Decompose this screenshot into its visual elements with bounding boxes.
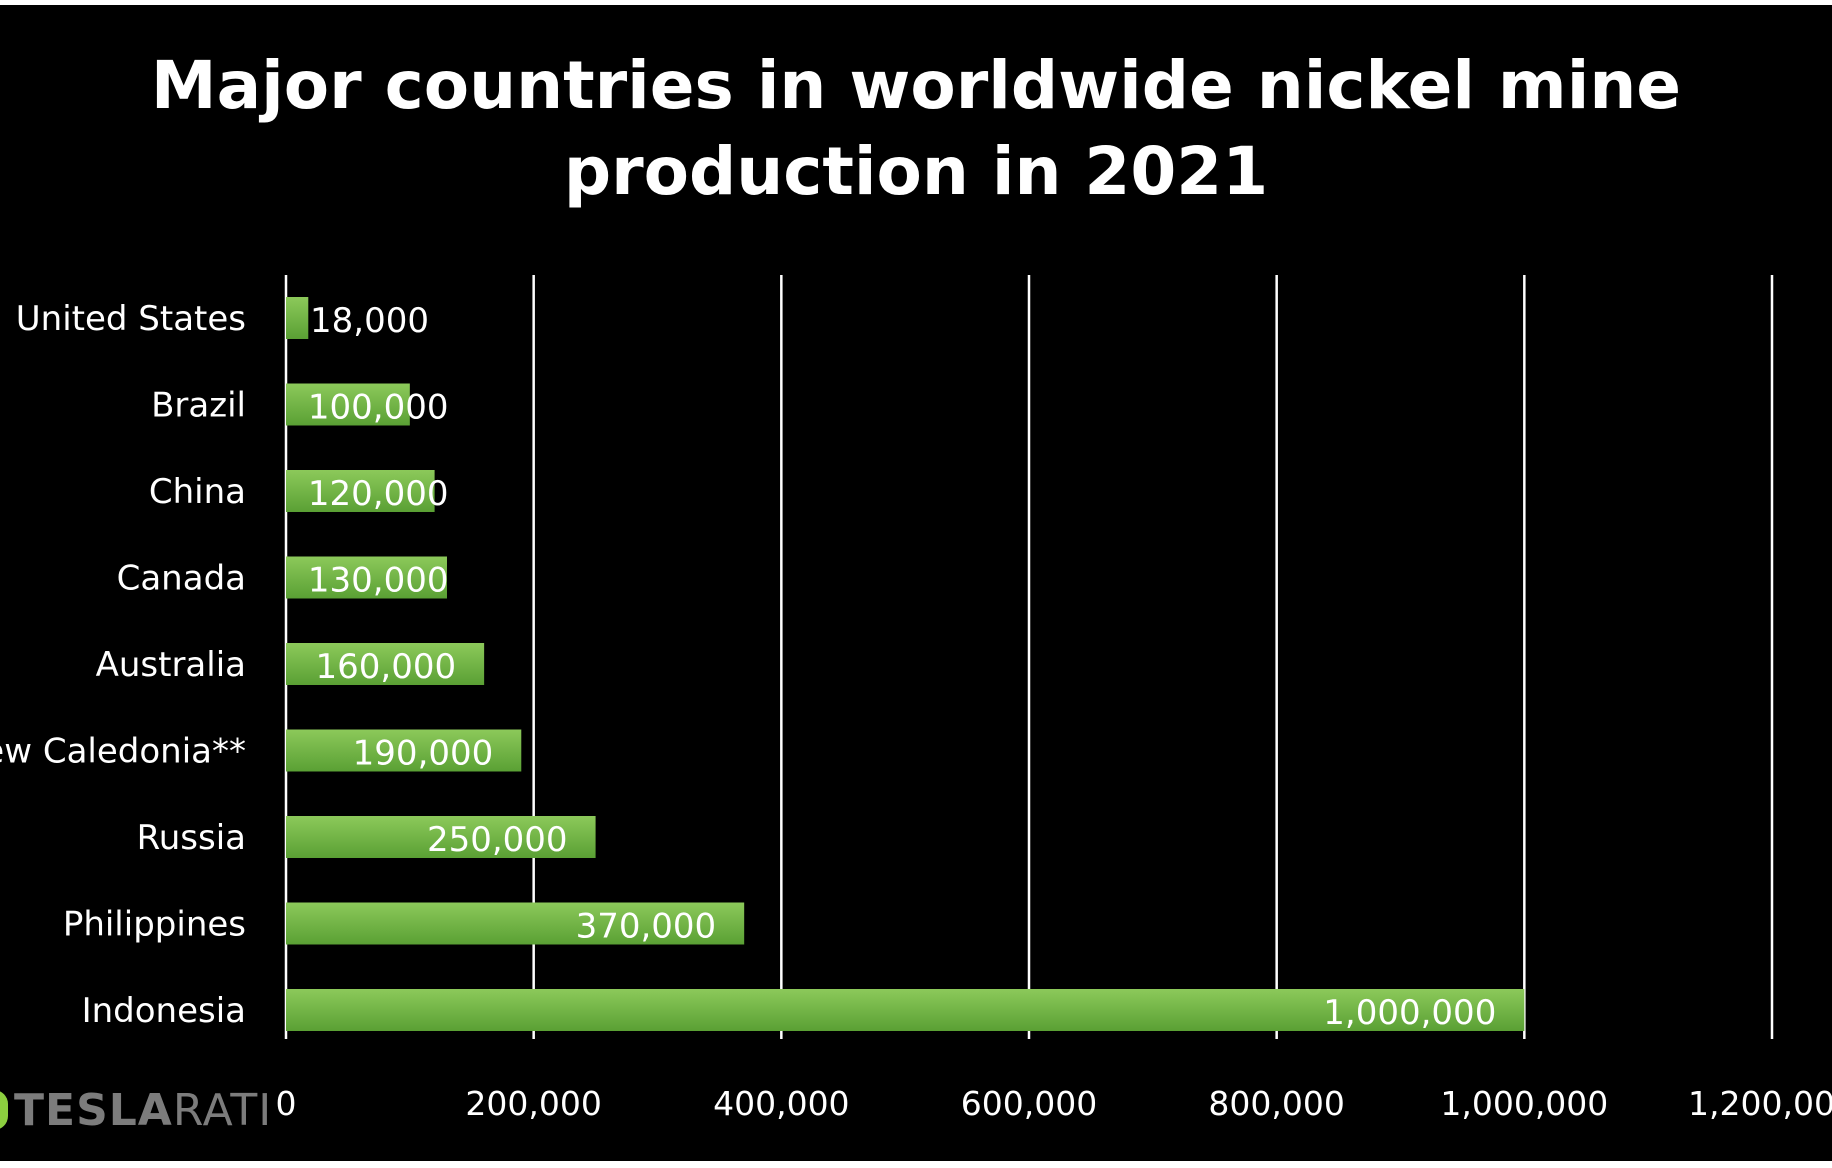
bar-5 <box>286 729 522 772</box>
chart-title: Major countries in worldwide nickel mine… <box>0 43 1832 215</box>
bar-6 <box>286 816 596 858</box>
watermark-strong: TESLA <box>14 1084 173 1136</box>
data-label-3: 130,000 <box>308 561 449 601</box>
x-axis-tick-labels: 0 200,000 400,000 600,000 800,000 1,000,000 1,… <box>276 1084 1832 1123</box>
watermark-light: RATI <box>172 1084 273 1136</box>
data-label-6: 250,000 <box>427 820 568 860</box>
category-label-7: Philippines <box>63 905 246 945</box>
watermark: TESLARATI <box>0 1085 272 1136</box>
category-label-0: United States <box>16 299 246 339</box>
x-tick-label-3: 600,000 <box>961 1084 1097 1123</box>
x-tick-label-4: 800,000 <box>1208 1084 1344 1123</box>
bar-8 <box>286 989 1525 1031</box>
bars <box>286 297 1525 1031</box>
data-label-7: 370,000 <box>576 907 717 947</box>
x-tick-label-2: 400,000 <box>713 1084 849 1123</box>
data-label-8: 1,000,000 <box>1323 993 1496 1033</box>
category-label-2: China <box>149 472 246 512</box>
data-label-5: 190,000 <box>353 734 494 774</box>
category-label-5: New Caledonia** <box>0 732 246 772</box>
data-labels: 18,000 100,000 120,000 130,000 160,000 190,00… <box>308 301 1496 1033</box>
chart-title-line-1: Major countries in worldwide nickel mine <box>150 47 1682 124</box>
data-label-0: 18,000 <box>310 301 429 341</box>
category-label-8: Indonesia <box>82 991 246 1031</box>
bar-2 <box>286 470 435 512</box>
data-label-2: 120,000 <box>308 474 449 514</box>
category-labels: United States Brazil China Canada Australia N… <box>0 299 246 1031</box>
x-tick-label-1: 200,000 <box>465 1084 601 1123</box>
data-label-1: 100,000 <box>308 388 449 428</box>
watermark-text: TESLARATI <box>14 1085 272 1136</box>
x-tick-label-6: 1,200,000 <box>1688 1084 1832 1123</box>
x-tick-label-0: 0 <box>276 1084 297 1123</box>
chart-frame: Major countries in worldwide nickel mine… <box>0 5 1832 1161</box>
bar-0 <box>286 297 309 339</box>
category-label-4: Australia <box>96 645 246 685</box>
category-label-6: Russia <box>137 818 246 858</box>
chart-title-line-2: production in 2021 <box>563 133 1269 210</box>
bar-7 <box>286 902 745 945</box>
bar-3 <box>286 556 447 599</box>
bar-chart: United States Brazil China Canada Australia N… <box>0 275 1832 1123</box>
leaf-dot-icon <box>0 1090 8 1130</box>
bar-4 <box>286 643 485 685</box>
data-label-4: 160,000 <box>316 647 457 687</box>
bar-1 <box>286 383 410 426</box>
category-label-3: Canada <box>117 559 246 599</box>
x-tick-label-5: 1,000,000 <box>1440 1084 1608 1123</box>
category-label-1: Brazil <box>151 386 246 426</box>
